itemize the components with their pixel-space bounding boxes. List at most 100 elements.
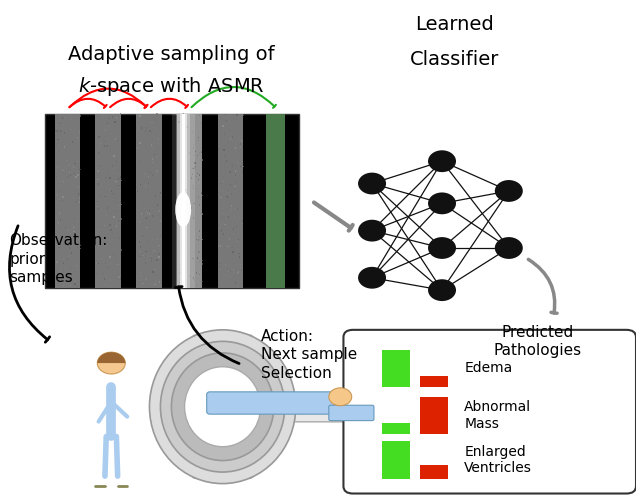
Bar [102,273,104,274]
Bar [228,216,229,217]
Bar [191,178,192,179]
Bar [190,202,191,204]
Bar [57,261,58,262]
Bar [222,213,223,214]
Bar [199,175,200,176]
Bar [187,217,188,219]
Bar [233,114,235,115]
Bar [202,239,204,240]
Bar [137,266,139,267]
Bar [160,196,161,197]
Bar [238,250,239,251]
Bar [144,186,146,187]
Bar [67,258,68,260]
Bar [224,114,225,116]
Bar [120,185,121,186]
Bar [149,239,151,241]
Bar [201,201,202,203]
Circle shape [428,279,456,301]
Bar [197,218,198,220]
Bar [236,226,237,227]
Bar [70,267,71,268]
Bar [199,230,200,232]
Bar [184,118,185,120]
Bar [140,246,141,248]
Bar [232,251,233,253]
Bar [179,266,180,267]
Bar [198,179,199,181]
Bar [198,182,200,184]
Bar [220,197,221,198]
Bar [202,281,203,282]
Bar [196,239,197,240]
Circle shape [428,150,456,172]
Bar [139,142,141,143]
Bar [68,164,69,166]
Bar [70,119,71,121]
Bar [66,237,67,238]
Bar [233,144,235,146]
Bar [220,183,221,185]
Bar [110,190,111,191]
Bar [146,127,148,129]
Bar [190,225,191,227]
Bar [240,264,241,265]
Bar [99,242,100,243]
Bar [196,268,197,269]
Bar [114,201,116,202]
Bar [199,274,200,275]
Bar [195,116,196,117]
Circle shape [428,192,456,214]
Bar [233,272,234,274]
Bar [234,217,235,218]
Bar [60,181,61,182]
Bar [197,139,198,141]
Bar [62,118,64,119]
Bar [120,218,121,220]
Bar [186,148,187,149]
Ellipse shape [149,330,296,484]
Bar [179,263,180,265]
Bar [109,130,110,132]
Bar [140,201,141,203]
Bar [120,175,121,177]
Bar [181,244,182,246]
Bar [80,115,81,117]
Bar [140,282,141,283]
Bar [228,268,229,270]
Bar [226,196,228,197]
Bar [382,423,410,434]
Bar [225,224,226,225]
Bar [66,223,67,225]
Bar [100,143,101,145]
Bar [156,259,158,260]
Bar [238,155,240,156]
Bar [146,259,147,261]
Bar [147,212,148,214]
Bar [64,234,66,236]
Bar [140,250,141,252]
Bar [113,193,114,194]
Bar [239,270,240,271]
Bar [179,136,181,137]
Bar [112,165,113,167]
Bar [202,159,203,161]
Bar [186,124,187,125]
Bar [78,174,79,176]
Bar [99,165,100,167]
Bar [183,179,184,181]
Bar [159,131,160,133]
Bar [181,209,183,210]
Bar [145,262,146,264]
Bar [225,280,226,281]
Bar [198,137,199,138]
Bar [151,144,152,146]
Bar [198,196,199,198]
Bar [192,258,193,259]
Bar [66,160,67,161]
Bar [266,114,285,288]
Bar [224,133,225,135]
Bar [181,248,183,249]
Bar [141,171,142,173]
Bar [151,122,152,123]
